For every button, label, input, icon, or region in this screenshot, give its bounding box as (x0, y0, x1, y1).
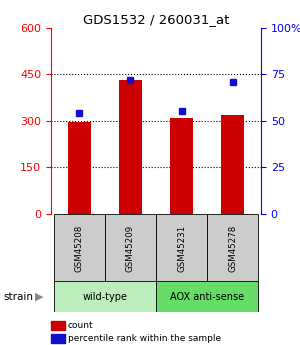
Text: GSM45208: GSM45208 (75, 225, 84, 272)
Text: ▶: ▶ (35, 292, 43, 302)
Bar (208, 214, 258, 283)
Text: strain: strain (3, 292, 33, 302)
Bar (54, 281, 156, 312)
Text: GSM45209: GSM45209 (126, 225, 135, 272)
Bar (170, 118, 193, 214)
Text: AOX anti-sense: AOX anti-sense (170, 292, 244, 302)
Bar (156, 214, 207, 283)
Bar (221, 115, 244, 214)
Text: count: count (68, 321, 93, 330)
Bar (119, 80, 142, 214)
Bar (105, 214, 156, 283)
Text: GSM45278: GSM45278 (228, 225, 237, 272)
Text: GSM45231: GSM45231 (177, 225, 186, 272)
Text: percentile rank within the sample: percentile rank within the sample (68, 334, 220, 343)
Text: wild-type: wild-type (82, 292, 127, 302)
Bar (68, 122, 91, 214)
Bar (156, 281, 258, 312)
Bar (54, 214, 104, 283)
Title: GDS1532 / 260031_at: GDS1532 / 260031_at (83, 13, 229, 27)
